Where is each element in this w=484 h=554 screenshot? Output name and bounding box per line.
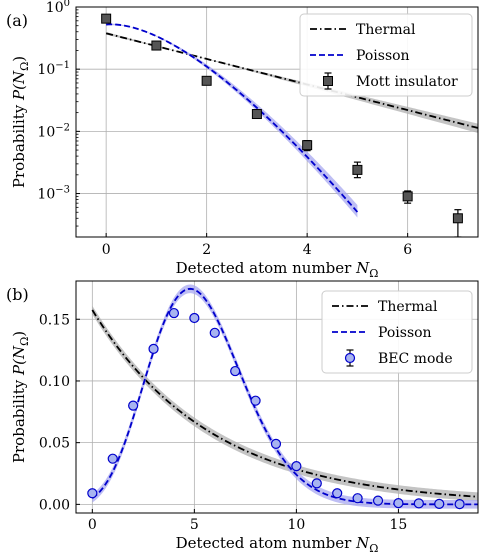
plot-area: [101, 13, 478, 237]
data-point: [107, 453, 118, 464]
x-tick-label: 0: [88, 517, 97, 533]
y-axis-label-close: ): [10, 331, 28, 337]
y-tick-exponent: −1: [55, 60, 70, 71]
data-point: [413, 498, 424, 509]
data-point: [151, 40, 162, 51]
y-axis-label: Probability P(NΩ): [10, 56, 31, 188]
x-axis-label-subscript: Ω: [369, 267, 378, 280]
legend-marker: [323, 76, 333, 86]
axes-frame: [75, 280, 479, 514]
series-line-thermal: [105, 32, 478, 129]
data-point: [251, 109, 262, 120]
data-point: [291, 461, 302, 472]
y-tick-label: 10−3: [37, 185, 70, 203]
x-axis-label: Detected atom number NΩ: [176, 534, 379, 554]
legend-label: Thermal: [378, 299, 438, 315]
y-tick-base: 10: [46, 0, 64, 16]
data-point: [352, 493, 363, 504]
x-axis-label-text: Detected atom number: [176, 534, 356, 552]
data-point: [230, 365, 241, 377]
y-tick-label: 0.10: [39, 374, 70, 390]
y-axis-label-text: Probability: [10, 100, 28, 188]
legend-label: BEC mode: [378, 351, 453, 367]
y-tick-label: 0.05: [39, 436, 70, 452]
x-tick-label: 15: [390, 517, 408, 533]
legend-box: [321, 290, 473, 374]
x-tick-label: 5: [190, 517, 199, 533]
x-tick-label: 6: [403, 242, 412, 258]
legend-label: Poisson: [356, 48, 410, 64]
x-tick-label: 0: [102, 242, 111, 258]
legend-label: Mott insulator: [356, 74, 458, 90]
legend-label: Poisson: [378, 325, 432, 341]
data-point: [201, 75, 212, 86]
x-axis-label-symbol: N: [355, 534, 370, 552]
legend-marker: [344, 352, 356, 364]
band-poisson: [92, 284, 478, 509]
y-axis-label-close: ): [10, 56, 28, 62]
legend: Thermal Poisson BEC mode: [321, 290, 473, 374]
y-tick-label: 0.15: [39, 312, 70, 328]
data-point: [87, 488, 98, 499]
y-axis-label-symbol: P(N: [10, 70, 28, 101]
panel-label: (b): [6, 285, 29, 304]
data-point: [270, 438, 282, 449]
x-axis-label-subscript: Ω: [369, 542, 378, 554]
band-thermal: [106, 31, 478, 133]
legend: Thermal Poisson Mott insulator: [299, 13, 473, 97]
data-point: [452, 213, 463, 224]
y-tick-exponent: 0: [64, 0, 70, 9]
axes-frame: [75, 6, 479, 238]
data-point: [189, 312, 200, 324]
y-tick-exponent: −3: [55, 185, 70, 196]
y-axis-label-symbol: P(N: [10, 345, 28, 376]
data-point: [302, 140, 313, 151]
data-point: [434, 498, 445, 509]
panel-label: (a): [6, 11, 28, 30]
y-axis-label: Probability P(NΩ): [10, 331, 31, 463]
data-point: [332, 488, 343, 499]
y-axis-label-text: Probability: [10, 375, 28, 463]
y-tick-label: 10−2: [37, 122, 70, 140]
series-line-poisson: [91, 287, 478, 506]
series-points-mott-insulator: [101, 13, 463, 237]
data-point: [250, 395, 261, 406]
x-axis-label-symbol: N: [355, 259, 370, 277]
series-points-bec-mode: [87, 307, 465, 510]
y-tick-base: 10: [37, 124, 55, 140]
y-axis-label-subscript: Ω: [18, 337, 31, 346]
y-tick-base: 10: [37, 62, 55, 78]
y-tick-label: 0.00: [39, 497, 70, 513]
data-point: [101, 13, 112, 24]
legend-box: [299, 13, 473, 97]
data-point: [454, 499, 465, 510]
data-point: [148, 343, 159, 354]
x-tick-label: 2: [202, 242, 211, 258]
panel-b: 0 5 10 15 0.00 0.05 0.10 0.15 Detected atom numb…: [6, 280, 479, 554]
y-tick-label: 10−1: [37, 60, 70, 78]
x-tick-label: 10: [287, 517, 305, 533]
y-tick-label: 100: [46, 0, 70, 16]
data-point: [352, 164, 363, 175]
y-axis-label-subscript: Ω: [18, 62, 31, 71]
y-tick-exponent: −2: [55, 122, 70, 133]
data-point: [372, 495, 384, 506]
x-axis-label: Detected atom number NΩ: [176, 259, 379, 280]
plot-area: [87, 284, 478, 510]
x-axis-label-text: Detected atom number: [176, 259, 356, 277]
data-point: [209, 327, 220, 338]
data-point: [311, 478, 322, 489]
data-point: [128, 400, 139, 411]
data-point: [168, 307, 180, 319]
data-point: [393, 498, 404, 509]
legend-label: Thermal: [356, 22, 416, 38]
y-tick-base: 10: [37, 187, 55, 203]
data-point: [402, 191, 413, 202]
series-line-thermal: [91, 309, 478, 498]
x-tick-label: 4: [303, 242, 312, 258]
